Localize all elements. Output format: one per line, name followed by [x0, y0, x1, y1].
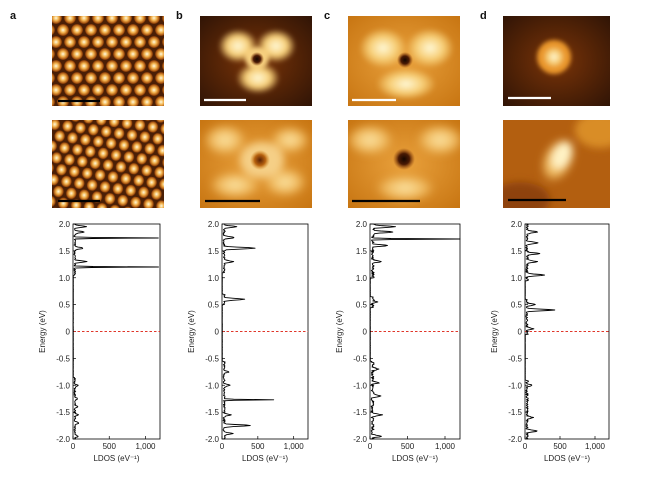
- ldos-plot-a: -2.0 -1.5 -1.0 -0.5 0 0.5 1.0 1.5 2.0 0 500 1,000 LD…: [38, 220, 161, 463]
- x-tick-label-b: 1,000: [284, 442, 305, 451]
- y-tick-label-c: -0.5: [353, 354, 367, 363]
- x-tick-label-c: 0: [368, 442, 373, 451]
- y-tick-label-d: -1.0: [508, 381, 522, 390]
- x-tick-label-d: 500: [553, 442, 567, 451]
- y-tick-label-b: 2.0: [208, 220, 220, 229]
- y-tick-label-d: 0: [518, 328, 523, 337]
- y-tick-label-d: 1.0: [511, 274, 523, 283]
- y-tick-label-a: -1.0: [56, 381, 70, 390]
- y-tick-label-a: 2.0: [59, 220, 71, 229]
- y-axis-label-c: Energy (eV): [335, 310, 344, 353]
- y-tick-label-b: -1.0: [205, 381, 219, 390]
- stm-image-c-top: [348, 16, 460, 106]
- y-tick-label-a: 0: [66, 328, 71, 337]
- y-axis-label-a: Energy (eV): [38, 310, 47, 353]
- y-tick-label-c: 2.0: [356, 220, 368, 229]
- y-tick-label-b: 0: [215, 328, 220, 337]
- ldos-plot-d: -2.0 -1.5 -1.0 -0.5 0 0.5 1.0 1.5 2.0 0 500 1,000 LD…: [490, 220, 610, 463]
- y-tick-label-d: -0.5: [508, 354, 522, 363]
- panel-label-c: c: [324, 10, 330, 22]
- y-tick-label-c: -2.0: [353, 435, 367, 444]
- y-tick-label-d: 0.5: [511, 301, 523, 310]
- stm-image-a-bottom: [52, 120, 164, 208]
- x-tick-label-b: 0: [220, 442, 225, 451]
- y-tick-label-a: 1.5: [59, 247, 71, 256]
- stm-image-b-top: [200, 16, 312, 106]
- y-tick-label-a: -0.5: [56, 354, 70, 363]
- x-axis-label-a: LDOS (eV⁻¹): [93, 454, 139, 463]
- x-tick-label-a: 500: [103, 442, 117, 451]
- stm-image-d-top: [503, 16, 610, 106]
- ldos-plot-c: -2.0 -1.5 -1.0 -0.5 0 0.5 1.0 1.5 2.0 0 500 1,000 LD…: [335, 220, 461, 463]
- stm-image-d-bottom: [503, 120, 610, 208]
- ldos-line-b: [221, 223, 275, 440]
- ldos-plots: -2.0 -1.5 -1.0 -0.5 0 0.5 1.0 1.5 2.0 0 500 1,000 LD…: [38, 220, 610, 463]
- y-tick-label-d: 2.0: [511, 220, 523, 229]
- x-tick-label-a: 1,000: [135, 442, 156, 451]
- x-tick-label-d: 1,000: [585, 442, 606, 451]
- x-tick-label-b: 500: [251, 442, 265, 451]
- y-tick-label-b: -0.5: [205, 354, 219, 363]
- panel-label-a: a: [10, 10, 17, 22]
- stm-image-a-top: [52, 16, 164, 106]
- panel-label-d: d: [480, 10, 487, 22]
- x-tick-label-a: 0: [71, 442, 76, 451]
- y-tick-label-a: 0.5: [59, 301, 71, 310]
- x-axis-label-d: LDOS (eV⁻¹): [544, 454, 590, 463]
- y-tick-label-a: 1.0: [59, 274, 71, 283]
- x-axis-label-c: LDOS (eV⁻¹): [392, 454, 438, 463]
- y-tick-label-d: -1.5: [508, 408, 522, 417]
- y-tick-label-c: 1.0: [356, 274, 368, 283]
- y-tick-label-b: -1.5: [205, 408, 219, 417]
- ldos-line-c: [369, 223, 461, 440]
- x-tick-label-d: 0: [523, 442, 528, 451]
- y-tick-label-c: 0.5: [356, 301, 368, 310]
- y-tick-label-b: 1.5: [208, 247, 220, 256]
- y-tick-label-d: -2.0: [508, 435, 522, 444]
- stm-image-c-bottom: [348, 120, 460, 208]
- y-axis-label-b: Energy (eV): [187, 310, 196, 353]
- y-tick-label-d: 1.5: [511, 247, 523, 256]
- ldos-plot-b: -2.0 -1.5 -1.0 -0.5 0 0.5 1.0 1.5 2.0 0 500 1,000 LD…: [187, 220, 309, 463]
- y-tick-label-c: 1.5: [356, 247, 368, 256]
- ldos-line-a: [72, 223, 159, 440]
- stm-image-b-bottom: [200, 120, 312, 208]
- y-tick-label-a: -2.0: [56, 435, 70, 444]
- y-tick-label-c: -1.5: [353, 408, 367, 417]
- x-axis-label-b: LDOS (eV⁻¹): [242, 454, 288, 463]
- y-tick-label-b: 0.5: [208, 301, 220, 310]
- y-tick-label-c: -1.0: [353, 381, 367, 390]
- x-tick-label-c: 1,000: [435, 442, 456, 451]
- x-tick-label-c: 500: [401, 442, 415, 451]
- y-tick-label-b: 1.0: [208, 274, 220, 283]
- y-tick-label-b: -2.0: [205, 435, 219, 444]
- panel-label-b: b: [176, 10, 183, 22]
- y-axis-label-d: Energy (eV): [490, 310, 499, 353]
- ldos-line-d: [524, 223, 556, 440]
- y-tick-label-a: -1.5: [56, 408, 70, 417]
- y-tick-label-c: 0: [363, 328, 368, 337]
